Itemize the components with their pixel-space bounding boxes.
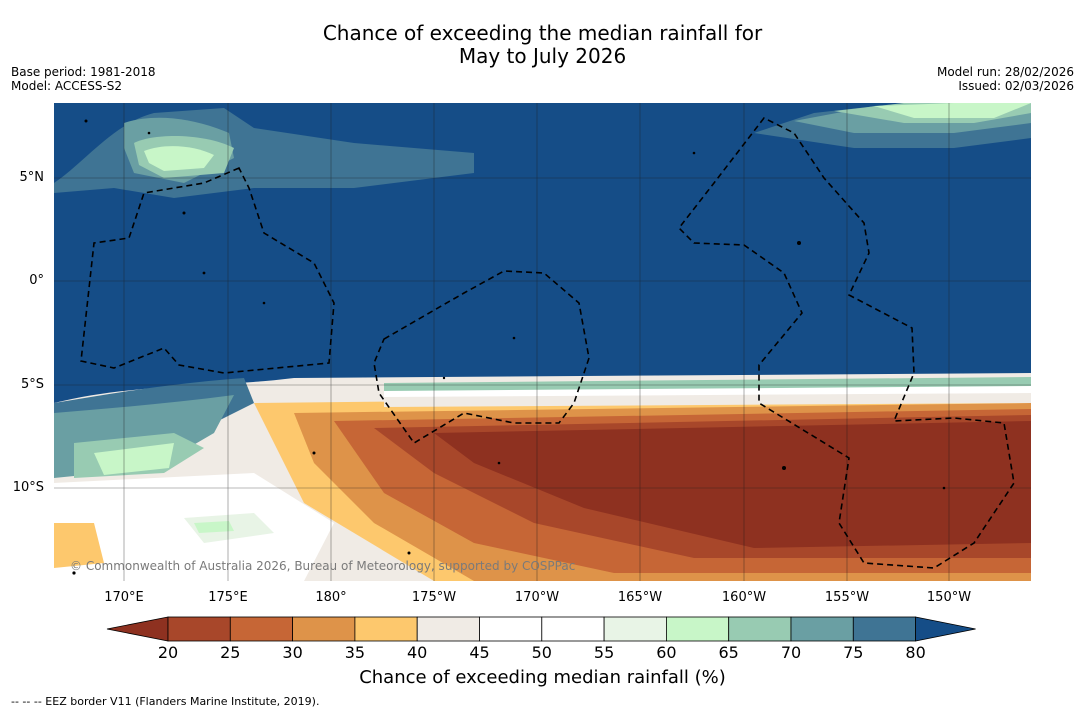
colorbar-tick-label: 40 bbox=[407, 643, 428, 662]
lon-label-175w: 175°W bbox=[411, 590, 457, 605]
colorbar-bin bbox=[728, 616, 792, 642]
lon-label-160w: 160°W bbox=[721, 590, 767, 605]
colorbar-tick-label: 70 bbox=[780, 643, 802, 662]
colorbar-bin bbox=[852, 616, 916, 642]
lon-label-175e: 175°E bbox=[208, 590, 248, 605]
colorbar-under-arrow bbox=[106, 616, 169, 642]
rainfall-map bbox=[54, 103, 1031, 581]
colorbar-bin bbox=[666, 616, 730, 642]
colorbar-tick-label: 80 bbox=[905, 643, 926, 662]
north-east-region bbox=[754, 103, 1031, 148]
north-wet-region bbox=[54, 108, 474, 198]
copyright-text: © Commonwealth of Australia 2026, Bureau… bbox=[70, 559, 576, 573]
colorbar-tick-label: 60 bbox=[656, 643, 677, 662]
colorbar-bin bbox=[416, 616, 480, 642]
colorbar-tick-label: 35 bbox=[344, 643, 366, 662]
colorbar-bin bbox=[292, 616, 356, 642]
colorbar-tick-label: 30 bbox=[282, 643, 303, 662]
lon-label-165w: 165°W bbox=[617, 590, 663, 605]
lat-label-5s: 5°S bbox=[20, 377, 44, 392]
colorbar bbox=[106, 616, 976, 642]
model-name: Model: ACCESS-S2 bbox=[11, 79, 123, 93]
lon-label-155w: 155°W bbox=[824, 590, 870, 605]
eez-borders bbox=[80, 116, 1015, 569]
lon-label-170w: 170°W bbox=[514, 590, 560, 605]
colorbar-bin bbox=[541, 616, 605, 642]
issued-date: Issued: 02/03/2026 bbox=[958, 79, 1074, 93]
lat-label-0: 0° bbox=[29, 273, 44, 288]
model-run: Model run: 28/02/2026 bbox=[936, 65, 1074, 79]
lon-label-170e: 170°E bbox=[104, 590, 144, 605]
chart-title-line2: May to July 2026 bbox=[458, 44, 627, 68]
colorbar-bin bbox=[167, 616, 231, 642]
lat-label-10s: 10°S bbox=[12, 480, 44, 495]
colorbar-tick-label: 25 bbox=[220, 643, 241, 662]
colorbar-tick-label: 20 bbox=[157, 643, 179, 662]
base-period: Base period: 1981-2018 bbox=[11, 65, 156, 79]
lon-label-150w: 150°W bbox=[926, 590, 972, 605]
colorbar-tick-label: 75 bbox=[843, 643, 864, 662]
colorbar-over-arrow bbox=[915, 616, 976, 642]
colorbar-tick-label: 45 bbox=[469, 643, 490, 662]
islands bbox=[72, 119, 946, 575]
colorbar-bin bbox=[479, 616, 543, 642]
colorbar-bin bbox=[603, 616, 667, 642]
colorbar-tick-label: 65 bbox=[718, 643, 739, 662]
colorbar-bin bbox=[354, 616, 418, 642]
colorbar-tick-label: 50 bbox=[531, 643, 552, 662]
colorbar-bin bbox=[229, 616, 294, 642]
colorbar-tick-label: 55 bbox=[593, 643, 615, 662]
colorbar-bin bbox=[790, 616, 854, 642]
lat-label-5n: 5°N bbox=[19, 170, 45, 185]
meta-right: Model run: 28/02/2026 Issued: 02/03/2026 bbox=[937, 65, 1074, 93]
lon-label-180: 180° bbox=[315, 590, 347, 605]
eez-footer-note: -- -- -- EEZ border V11 (Flanders Marine… bbox=[11, 695, 320, 708]
colorbar-title: Chance of exceeding median rainfall (%) bbox=[359, 667, 726, 688]
graticule bbox=[54, 103, 1031, 581]
meta-left: Base period: 1981-2018 Model: ACCESS-S2 bbox=[11, 65, 156, 93]
chart-title-line1: Chance of exceeding the median rainfall … bbox=[322, 21, 763, 45]
